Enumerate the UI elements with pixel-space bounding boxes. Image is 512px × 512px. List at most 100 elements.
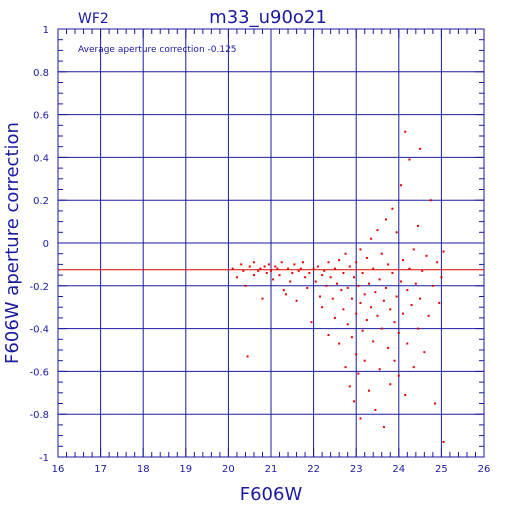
data-point	[348, 385, 351, 388]
data-point	[367, 282, 370, 285]
data-point	[242, 269, 245, 272]
x-tick-label: 20	[222, 464, 235, 475]
data-point	[442, 250, 445, 253]
data-point	[389, 308, 392, 311]
data-point	[423, 351, 426, 354]
data-point	[244, 284, 247, 287]
y-tick-label: 0.6	[33, 111, 49, 122]
data-point	[402, 259, 405, 262]
data-point	[346, 286, 349, 289]
data-point	[333, 316, 336, 319]
data-point	[310, 321, 313, 324]
data-point	[380, 327, 383, 330]
data-point	[329, 276, 332, 279]
data-point	[359, 301, 362, 304]
chart-title: m33_u90o21	[209, 7, 327, 28]
data-point	[353, 400, 356, 403]
data-point	[391, 271, 394, 274]
y-tick-label: -0.6	[29, 367, 49, 378]
x-tick-label: 23	[350, 464, 363, 475]
data-point	[391, 207, 394, 210]
data-point	[240, 263, 243, 266]
data-point	[333, 267, 336, 270]
data-point	[270, 269, 272, 272]
data-point	[327, 261, 330, 264]
data-point	[321, 274, 324, 277]
data-point	[399, 280, 402, 283]
data-point	[395, 295, 398, 298]
data-point	[301, 261, 304, 264]
data-point	[438, 301, 441, 304]
x-tick-label: 21	[265, 464, 278, 475]
data-point	[393, 321, 396, 324]
data-point	[355, 261, 358, 264]
data-point	[331, 297, 334, 300]
plot-frame	[57, 28, 485, 458]
x-tick-label: 16	[52, 464, 65, 475]
data-point	[416, 327, 419, 330]
data-point	[416, 224, 419, 227]
data-point	[323, 269, 326, 272]
x-tick-label: 17	[94, 464, 107, 475]
data-point	[314, 280, 317, 283]
data-point	[338, 259, 341, 262]
data-point	[421, 269, 424, 272]
data-point	[387, 346, 390, 349]
data-point	[359, 417, 362, 420]
data-point	[406, 342, 409, 345]
data-point	[372, 340, 375, 343]
data-point	[436, 261, 439, 264]
data-point	[389, 383, 392, 386]
data-point	[412, 366, 415, 369]
data-point	[408, 267, 411, 270]
grid	[58, 29, 484, 457]
data-point	[265, 271, 268, 274]
data-point	[304, 276, 307, 279]
data-point	[365, 319, 368, 322]
data-point	[376, 314, 379, 317]
data-point	[235, 276, 238, 279]
data-point	[385, 286, 388, 289]
data-point	[378, 278, 381, 281]
data-point	[344, 366, 347, 369]
data-point	[429, 199, 432, 202]
data-point	[359, 248, 362, 251]
x-tick-labels: 16 17 18 19 20 21 22 23 24 25 26	[52, 464, 491, 475]
data-point	[412, 248, 415, 251]
data-point	[280, 261, 283, 264]
y-tick-label: -0.4	[29, 325, 49, 336]
data-point	[261, 297, 264, 300]
data-point	[404, 130, 407, 133]
data-point	[291, 271, 294, 274]
y-tick-label: -0.2	[29, 282, 49, 293]
y-tick-label: -0.8	[29, 410, 49, 421]
data-point	[385, 218, 388, 221]
y-tick-label: -1	[39, 453, 49, 464]
data-point	[336, 282, 339, 285]
data-point	[402, 312, 405, 315]
data-point	[370, 237, 373, 240]
data-point	[399, 184, 402, 187]
x-tick-label: 25	[435, 464, 448, 475]
data-point	[272, 278, 275, 281]
data-point	[276, 267, 279, 270]
average-annotation: Average aperture correction -0.125	[78, 45, 237, 55]
data-point	[278, 274, 281, 277]
data-point	[361, 271, 364, 274]
data-point	[346, 323, 349, 326]
data-point	[382, 426, 385, 429]
data-point	[342, 271, 345, 274]
panel-label: WF2	[78, 11, 109, 27]
data-point	[370, 306, 373, 309]
data-point	[340, 289, 343, 292]
data-point	[267, 263, 270, 266]
data-point	[374, 408, 377, 411]
data-point	[321, 306, 324, 309]
data-point	[312, 267, 315, 270]
data-point	[365, 256, 368, 259]
data-point	[344, 252, 347, 255]
data-point	[434, 402, 437, 405]
data-point	[282, 289, 285, 292]
